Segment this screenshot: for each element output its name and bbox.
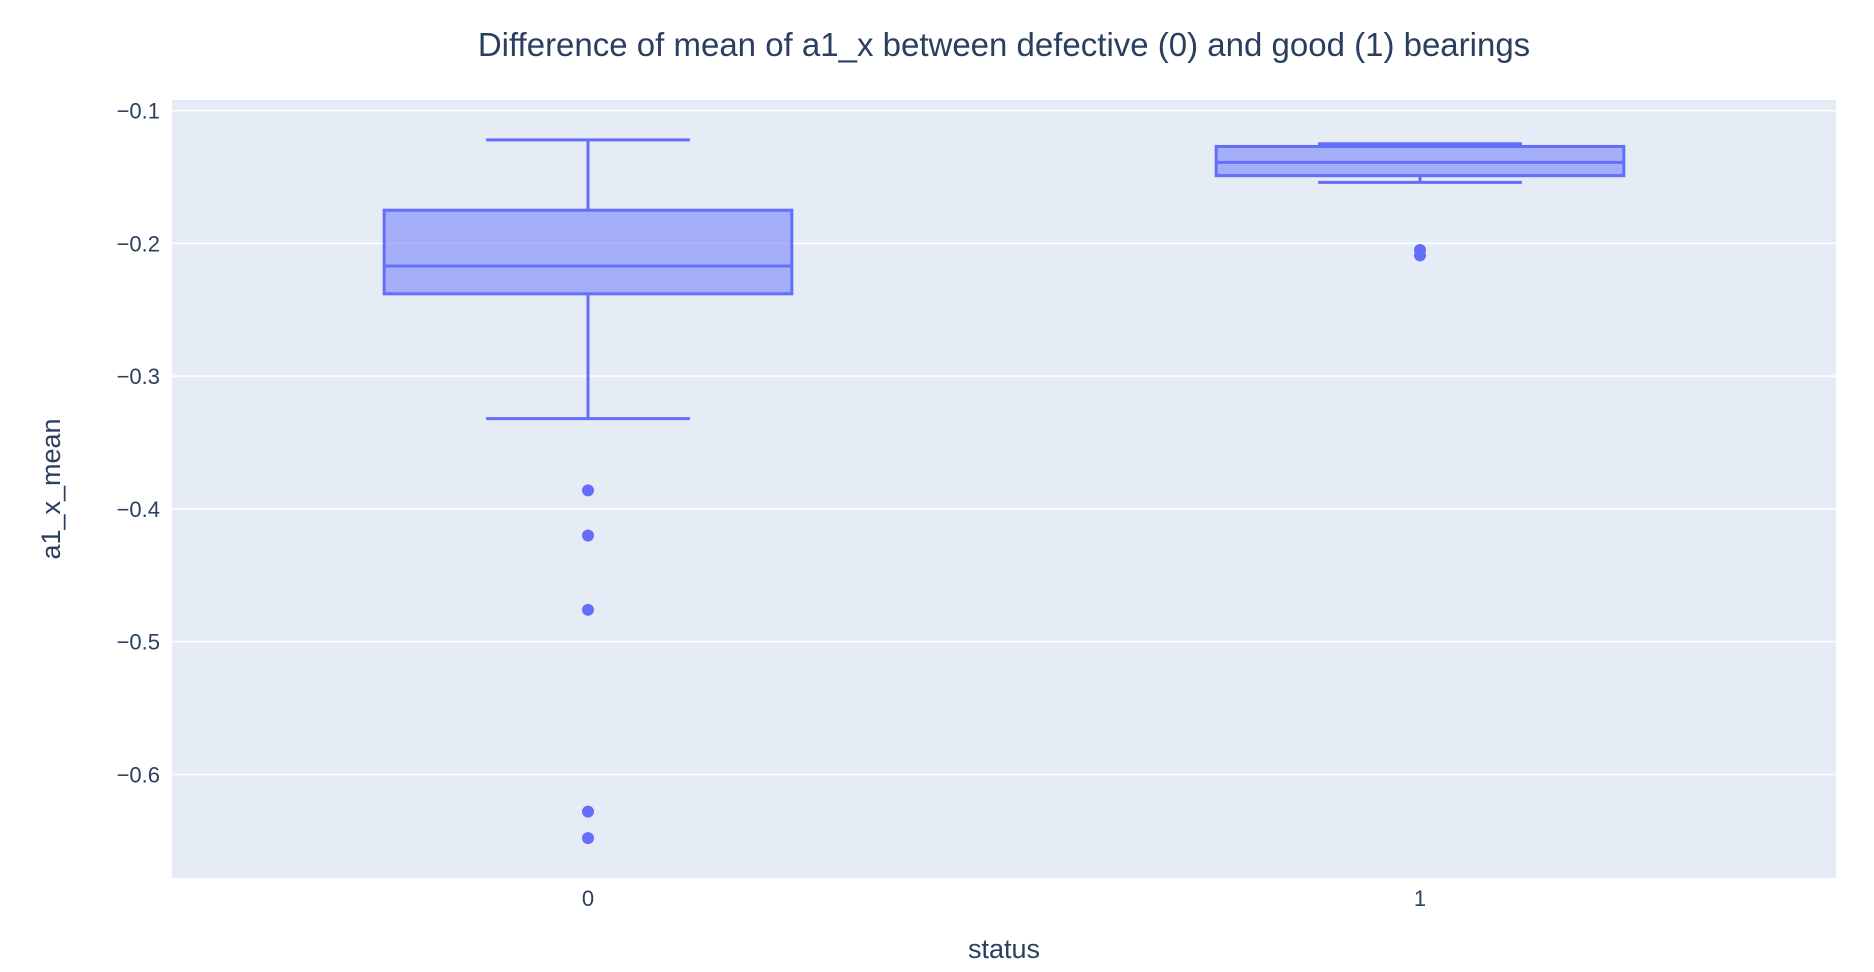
outlier-point: [1414, 249, 1426, 262]
chart-title: Difference of mean of a1_x between defec…: [478, 26, 1530, 63]
outlier-point: [582, 805, 594, 818]
box-group-0: [382, 138, 794, 845]
y-tick-label: −0.2: [117, 231, 160, 256]
y-axis-ticks: −0.1 −0.2 −0.3 −0.4 −0.5 −0.6: [117, 99, 160, 788]
box-iqr: [382, 208, 794, 296]
y-axis-title: a1_x_mean: [36, 418, 66, 559]
x-axis-title: status: [968, 934, 1040, 964]
box-group-1: [1214, 142, 1626, 262]
x-tick-label: 1: [1414, 886, 1426, 911]
y-tick-label: −0.6: [117, 762, 160, 787]
outlier-point: [582, 832, 594, 845]
y-tick-label: −0.5: [117, 630, 160, 655]
y-tick-label: −0.1: [117, 99, 160, 124]
y-tick-label: −0.4: [117, 497, 160, 522]
outlier-point: [582, 484, 594, 497]
boxes-layer: [382, 138, 1626, 845]
outlier-point: [582, 603, 594, 616]
x-tick-label: 0: [582, 886, 594, 911]
outlier-point: [582, 529, 594, 542]
y-tick-label: −0.3: [117, 364, 160, 389]
